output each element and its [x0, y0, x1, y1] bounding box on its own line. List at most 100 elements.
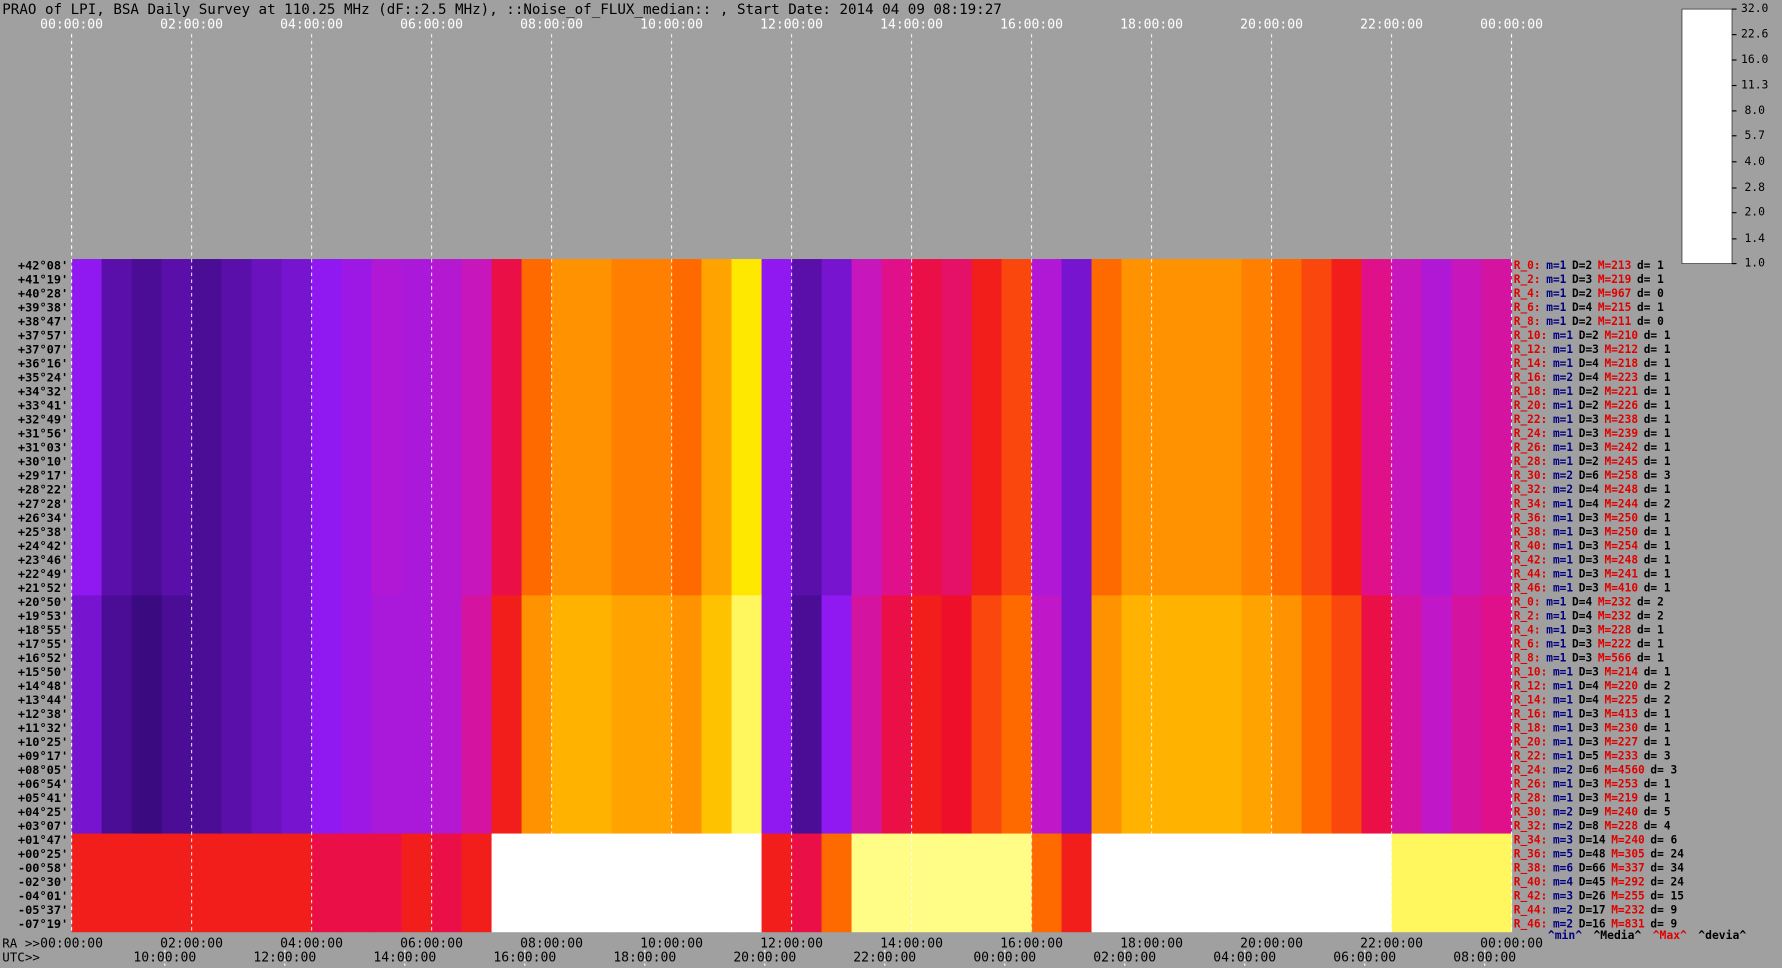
heatmap-cell — [461, 259, 493, 596]
declination-label: +34°32' — [18, 385, 68, 399]
ra-top-tick-label: 20:00:00 — [1240, 17, 1303, 32]
row-stat-field: D=16 — [1579, 918, 1606, 931]
heatmap-cell — [1361, 833, 1393, 933]
row-stat-field: R_44: — [1514, 567, 1548, 580]
row-stat-field: m=1 — [1553, 567, 1573, 580]
heatmap-cell — [371, 259, 403, 596]
row-stat-field: M=250 — [1605, 525, 1639, 538]
ra-top-tick-label: 06:00:00 — [400, 17, 463, 32]
row-stat-field: M=220 — [1605, 679, 1639, 692]
row-stat-field: R_32: — [1514, 483, 1548, 496]
row-stat-field: m=1 — [1553, 343, 1573, 356]
heatmap-cell — [641, 259, 673, 596]
stats-legend: ^min^ ^Media^ ^Max^ ^devia^ — [1548, 928, 1746, 942]
row-stat-field: m=1 — [1553, 357, 1573, 370]
heatmap-cell — [1001, 259, 1033, 596]
row-stat-field: d= 6 — [1650, 834, 1677, 847]
row-stat-field: M=212 — [1605, 343, 1639, 356]
row-stat-field: D=3 — [1579, 511, 1599, 524]
ra-bottom-tick-label: 16:00:00 — [1000, 937, 1063, 952]
row-stat-field: m=1 — [1553, 749, 1573, 762]
heatmap-cell — [1121, 595, 1153, 835]
heatmap-cell — [1361, 259, 1393, 596]
heatmap-cell — [1211, 259, 1243, 596]
row-stat-field: d= 1 — [1644, 792, 1671, 805]
heatmap-cell — [641, 833, 673, 933]
row-stat-field: R_28: — [1514, 792, 1548, 805]
declination-label: +05°41' — [18, 791, 68, 805]
row-stat-field: d= 2 — [1637, 609, 1664, 622]
heatmap-cell — [821, 259, 853, 596]
row-stat-field: d= 1 — [1644, 525, 1671, 538]
ra-bottom-tick-label: 08:00:00 — [520, 937, 583, 952]
row-stat-field: R_2: — [1514, 273, 1541, 286]
heatmap-cell — [731, 259, 763, 596]
row-stat-field: M=831 — [1611, 918, 1645, 931]
heatmap-cell — [281, 595, 313, 835]
heatmap-cell — [491, 833, 523, 933]
heatmap-cell — [1031, 259, 1063, 596]
declination-label: +33°41' — [18, 399, 68, 413]
heatmap-cell — [491, 259, 523, 596]
colorbar-tick-label: 2.8 — [1744, 180, 1765, 194]
heatmap-cell — [1241, 595, 1273, 835]
heatmap-cell — [401, 595, 433, 835]
ra-top-tick-label: 18:00:00 — [1120, 17, 1183, 32]
row-stat-field: M=219 — [1605, 792, 1639, 805]
row-stats: R_42: m=3 D=26 M=255 d= 15 — [1514, 890, 1684, 903]
row-stats: R_44: m=1 D=3 M=241 d= 1 — [1514, 567, 1671, 580]
row-stat-field: m=1 — [1553, 525, 1573, 538]
heatmap-cell — [1181, 595, 1213, 835]
heatmap-cell — [1001, 833, 1033, 933]
heatmap-cell — [641, 595, 673, 835]
heatmap-cell — [851, 833, 883, 933]
row-stats: R_22: m=1 D=3 M=238 d= 1 — [1514, 413, 1671, 426]
row-stat-field: D=3 — [1572, 273, 1592, 286]
row-stat-field: M=218 — [1605, 357, 1639, 370]
declination-label: +37°57' — [18, 329, 68, 343]
row-stat-field: d= 1 — [1644, 567, 1671, 580]
row-stat-field: R_36: — [1514, 848, 1548, 861]
row-stat-field: d= 0 — [1637, 315, 1664, 328]
row-stat-field: D=4 — [1579, 679, 1599, 692]
row-stat-field: D=3 — [1579, 441, 1599, 454]
heatmap-cell — [1271, 259, 1303, 596]
heatmap-cell — [1181, 833, 1213, 933]
declination-label: +10°25' — [18, 735, 68, 749]
row-stat-field: M=240 — [1605, 806, 1639, 819]
heatmap-cell — [581, 833, 613, 933]
row-stat-field: m=1 — [1553, 792, 1573, 805]
heatmap-cell — [1241, 259, 1273, 596]
heatmap-cell — [971, 259, 1003, 596]
row-stat-field: d= 2 — [1644, 693, 1671, 706]
row-stat-field: D=4 — [1572, 301, 1592, 314]
heatmap-cell — [881, 595, 913, 835]
row-stat-field: D=4 — [1572, 609, 1592, 622]
heatmap-cell — [731, 833, 763, 933]
heatmap-cell — [1151, 833, 1183, 933]
row-stat-field: m=1 — [1546, 623, 1566, 636]
heatmap-cell — [1091, 595, 1123, 835]
heatmap-cell — [191, 595, 223, 835]
row-stat-field: R_16: — [1514, 371, 1548, 384]
heatmap-cell — [461, 833, 493, 933]
heatmap-cell — [761, 833, 793, 933]
row-stat-field: R_12: — [1514, 343, 1548, 356]
declination-label: +35°24' — [18, 371, 68, 385]
row-stats: R_26: m=1 D=3 M=242 d= 1 — [1514, 441, 1671, 454]
row-stats: R_46: m=2 D=16 M=831 d= 9 — [1514, 918, 1677, 931]
row-stat-field: m=1 — [1553, 441, 1573, 454]
utc-tick-label: 00:00:00 — [973, 950, 1036, 965]
row-stat-field: d= 2 — [1637, 595, 1664, 608]
row-stat-field: M=238 — [1605, 413, 1639, 426]
declination-label: +01°47' — [18, 833, 68, 847]
colorbar-tick-label: 2.0 — [1744, 205, 1765, 219]
row-stat-field: d= 1 — [1644, 665, 1671, 678]
row-stats: R_2: m=1 D=3 M=219 d= 1 — [1514, 273, 1664, 286]
row-stats: R_36: m=1 D=3 M=250 d= 1 — [1514, 511, 1671, 524]
heatmap-cell — [161, 259, 193, 596]
row-stat-field: R_34: — [1514, 497, 1548, 510]
heatmap-cell — [1031, 595, 1063, 835]
colorbar-tick-label: 1.0 — [1744, 256, 1765, 270]
row-stat-field: D=3 — [1579, 581, 1599, 594]
